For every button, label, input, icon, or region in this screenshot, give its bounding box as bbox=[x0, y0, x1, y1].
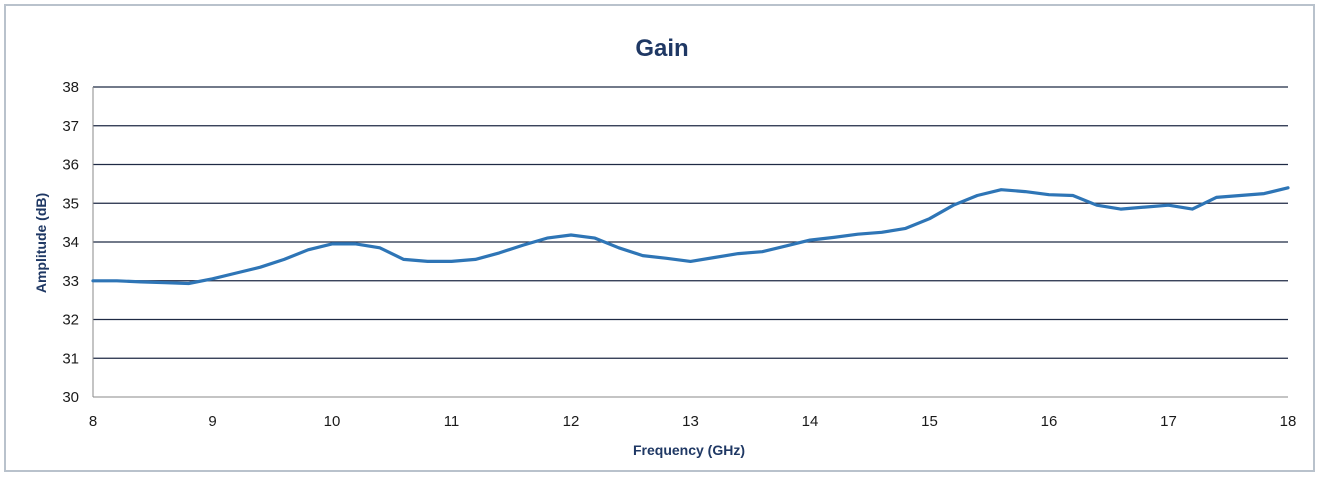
x-tick-label: 10 bbox=[324, 413, 341, 430]
chart-frame bbox=[4, 4, 1315, 472]
y-tick-label: 32 bbox=[62, 312, 79, 329]
series-line-0 bbox=[91, 186, 1290, 286]
y-tick-label: 37 bbox=[62, 118, 79, 135]
y-tick-label: 30 bbox=[62, 389, 79, 406]
y-tick-label: 36 bbox=[62, 157, 79, 174]
gridlines bbox=[93, 86, 1288, 359]
x-tick-label: 8 bbox=[89, 413, 97, 430]
x-tick-label: 12 bbox=[563, 413, 580, 430]
x-axis-label: Frequency (GHz) bbox=[633, 442, 745, 458]
series-group bbox=[91, 186, 1290, 286]
y-axis-label: Amplitude (dB) bbox=[33, 193, 49, 293]
y-tick-label: 31 bbox=[62, 350, 79, 367]
x-tick-label: 17 bbox=[1160, 413, 1177, 430]
y-tick-label: 38 bbox=[62, 79, 79, 96]
y-tick-label: 33 bbox=[62, 273, 79, 290]
x-tick-label: 18 bbox=[1280, 413, 1297, 430]
y-tick-label: 35 bbox=[62, 195, 79, 212]
axes bbox=[92, 87, 1288, 398]
x-tick-label: 11 bbox=[444, 413, 460, 430]
x-tick-label: 14 bbox=[802, 413, 819, 430]
x-tick-label: 13 bbox=[682, 413, 699, 430]
y-tick-label: 34 bbox=[62, 234, 79, 251]
x-tick-labels: 8 9 10 11 12 13 14 15 16 17 18 bbox=[89, 413, 1297, 430]
x-tick-label: 16 bbox=[1041, 413, 1058, 430]
x-tick-label: 15 bbox=[921, 413, 938, 430]
x-tick-label: 9 bbox=[208, 413, 216, 430]
y-tick-labels: 30 31 32 33 34 35 36 37 38 bbox=[62, 79, 79, 406]
chart-title: Gain bbox=[635, 35, 688, 62]
